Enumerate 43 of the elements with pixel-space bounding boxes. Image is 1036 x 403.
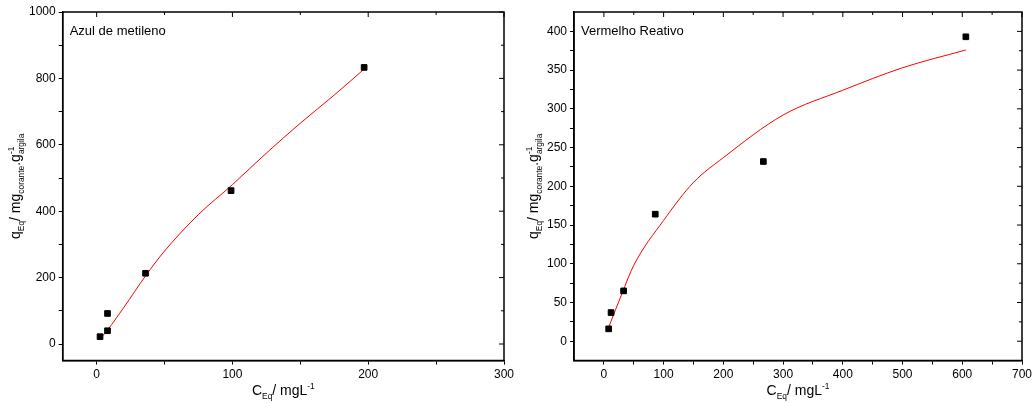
y-tick-label: 800 xyxy=(35,70,57,85)
point xyxy=(104,310,111,317)
y-tick-label: 100 xyxy=(546,256,568,271)
point xyxy=(142,269,149,277)
y-tick-label: 150 xyxy=(546,217,568,232)
y-tick-label: 1000 xyxy=(28,4,57,19)
text: Vermelho Reativo xyxy=(581,23,684,38)
x-tick-label: 300 xyxy=(493,367,515,382)
point xyxy=(651,210,659,218)
x-tick-label: 0 xyxy=(93,367,101,382)
text: Azul de metileno xyxy=(69,23,166,38)
y-tick-label: 0 xyxy=(560,333,568,348)
x-tick-label: 200 xyxy=(358,367,379,382)
point xyxy=(605,325,612,333)
x-tick-label: 600 xyxy=(952,367,973,382)
x-tick-label: 500 xyxy=(892,367,913,382)
point xyxy=(962,33,970,41)
y-tick-label: 350 xyxy=(546,62,568,77)
point xyxy=(104,327,111,335)
point xyxy=(607,309,615,316)
y-axis-title: qEq/ mgcorante.g-1argila xyxy=(523,133,545,239)
point xyxy=(227,187,235,194)
point xyxy=(96,333,104,341)
y-tick-label: 300 xyxy=(546,101,568,116)
y-tick-label: 200 xyxy=(35,269,57,284)
y-tick-label: 0 xyxy=(49,336,57,351)
point xyxy=(760,158,767,165)
y-tick-label: 600 xyxy=(35,137,57,152)
y-tick-label: 50 xyxy=(553,294,568,309)
x-tick-label: 400 xyxy=(832,367,854,382)
x-tick-label: 100 xyxy=(222,367,243,382)
x-tick-label: 200 xyxy=(713,367,734,382)
x-tick-label: 300 xyxy=(773,367,794,382)
y-axis-title: qEq/ mgcorante.g-1argila xyxy=(5,133,27,239)
y-tick-label: 200 xyxy=(546,178,568,193)
x-tick-label: 100 xyxy=(653,367,674,382)
y-tick-label: 400 xyxy=(546,23,568,38)
y-tick-label: 400 xyxy=(35,203,57,218)
point xyxy=(620,287,627,295)
point xyxy=(360,64,368,71)
x-tick-label: 0 xyxy=(600,367,608,382)
x-tick-label: 700 xyxy=(1011,367,1033,382)
y-tick-label: 250 xyxy=(546,139,568,154)
